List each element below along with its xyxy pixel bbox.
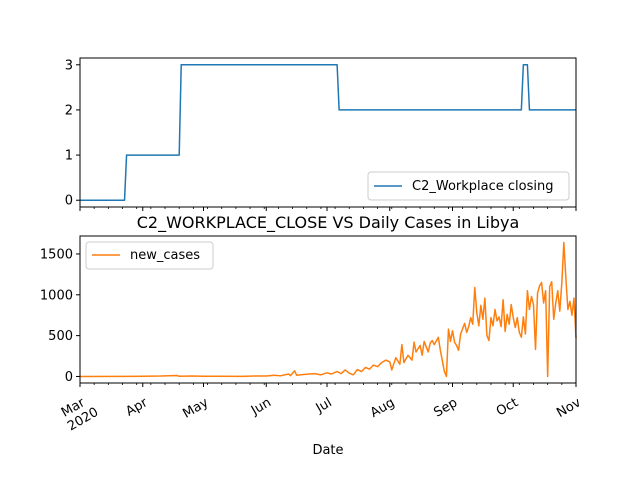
x-tick-label: Jul — [313, 395, 335, 416]
top-y-tick-label: 0 — [65, 194, 73, 209]
top-subplot: 0 1 2 3 C2_Workplace closing — [65, 57, 577, 211]
top-y-tick-label: 3 — [65, 58, 73, 73]
bottom-series-line-0 — [79, 241, 577, 378]
bottom-subplot: C2_WORKPLACE_CLOSE VS Daily Cases in Lib… — [40, 213, 584, 458]
chart-title: C2_WORKPLACE_CLOSE VS Daily Cases in Lib… — [137, 213, 520, 233]
top-y-tick-label: 1 — [65, 149, 73, 164]
x-axis-label: Date — [312, 443, 343, 458]
top-series-line-0 — [80, 64, 576, 201]
top-y-tick-label: 2 — [65, 103, 73, 118]
top-plot-frame — [79, 57, 577, 208]
bottom-y-tick-label: 1000 — [40, 288, 73, 303]
top-legend: C2_Workplace closing — [367, 171, 570, 201]
top-legend-box — [367, 171, 570, 201]
bottom-plot-frame — [79, 235, 577, 384]
top-legend-label: C2_Workplace closing — [412, 179, 553, 194]
bottom-y-tick-label: 1500 — [40, 247, 73, 262]
bottom-y-tick-label: 500 — [48, 329, 73, 344]
bottom-y-tick-label: 0 — [65, 370, 73, 385]
bottom-legend-box — [85, 241, 214, 270]
bottom-legend: new_cases — [85, 241, 214, 270]
bottom-legend-label: new_cases — [130, 248, 200, 263]
